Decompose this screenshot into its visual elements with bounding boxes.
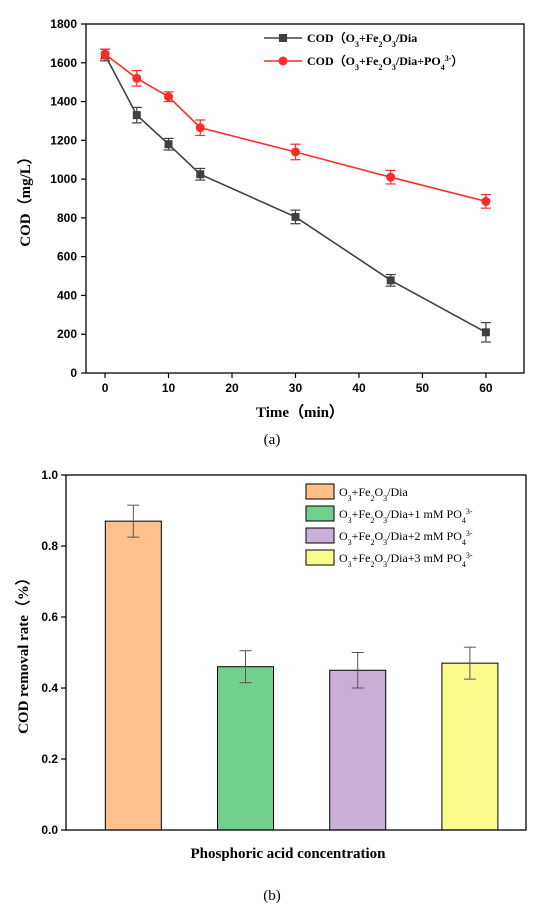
chart-a-caption: (a)	[264, 432, 281, 448]
chart-a-ytick-label: 800	[57, 211, 77, 225]
chart-a-ytick-label: 200	[57, 327, 77, 341]
chart-a-ytick-label: 1200	[50, 133, 77, 147]
chart-a-point	[132, 111, 141, 120]
chart-b-errorbar	[127, 504, 140, 538]
chart-a-point	[481, 196, 491, 206]
chart-a-point	[100, 49, 110, 59]
chart-a-plot-frame	[85, 23, 525, 374]
chart-a-legend-marker	[278, 56, 288, 66]
chart-b-ytick-label: 1.0	[41, 468, 58, 482]
chart-a-legend-label: COD（O3+Fe2O3/Dia	[307, 30, 417, 49]
chart-a-series-line-0	[104, 54, 487, 334]
chart-a-xtick-label: 10	[162, 381, 176, 395]
chart-b-legend-swatch	[305, 527, 335, 544]
chart-a-series-line-1	[104, 53, 487, 203]
chart-b-legend-swatch	[305, 483, 335, 500]
chart-b-legend-label: O3+Fe2O3/Dia+3 mM PO43-	[339, 551, 473, 569]
chart-a-ylabel: COD（mg/L）	[16, 149, 34, 247]
chart-b-ticks: 0.0 0.2 0.4 0.6 0.8 1.0	[41, 468, 66, 837]
chart-b-ytick-label: 0.8	[41, 539, 58, 553]
chart-b-legend-label: O3+Fe2O3/Dia+1 mM PO43-	[339, 507, 473, 525]
chart-b-legend-swatch	[305, 505, 335, 522]
chart-b-errorbar	[239, 650, 252, 684]
chart-a-ytick-label: 0	[70, 366, 77, 380]
chart-b-ytick-label: 0.4	[41, 681, 58, 695]
chart-b: 0.00.20.40.60.81.0 O3+Fe2O3/DiaO3+Fe2O3/…	[14, 468, 527, 904]
chart-b-legend-label: O3+Fe2O3/Dia+2 mM PO43-	[339, 529, 473, 547]
chart-b-bar	[104, 520, 162, 831]
chart-b-xlabel: Phosphoric acid concentration	[191, 846, 387, 862]
chart-a-point	[164, 92, 174, 102]
chart-a-ticks: 0 200 400 600 800 1000 1200 1400 1600 1800 0 10 20 30…	[50, 17, 493, 395]
chart-a-ytick-label: 600	[57, 250, 77, 264]
chart-b-ylabel: COD removal rate（%）	[14, 570, 32, 734]
chart-a-series	[100, 48, 491, 343]
chart-a-xtick-label: 50	[416, 381, 430, 395]
chart-b-plot-frame	[65, 474, 527, 831]
chart-b-legend: O3+Fe2O3/Dia O3+Fe2O3/Dia+1 mM PO43- O3+Fe…	[305, 483, 473, 569]
chart-b-bar	[217, 666, 275, 831]
chart-b-ytick-label: 0.0	[41, 823, 58, 837]
chart-b-legend-label: O3+Fe2O3/Dia	[339, 485, 408, 503]
chart-a-legend: COD（O3+Fe2O3/Dia COD（O3+Fe2O3/Dia+PO43-）	[264, 30, 463, 72]
chart-a-point	[386, 172, 396, 182]
chart-a-xtick-label: 20	[225, 381, 239, 395]
chart-b-bar	[329, 669, 387, 831]
chart-a-xtick-label: 60	[479, 381, 493, 395]
chart-a-ytick-label: 1800	[50, 17, 77, 31]
chart-b-bar	[441, 662, 499, 831]
chart-a-ytick-label: 1400	[50, 95, 77, 109]
chart-b-errorbar	[351, 652, 364, 689]
chart-a-ytick-label: 400	[57, 288, 77, 302]
chart-a-point	[481, 328, 490, 337]
chart-a-point	[132, 73, 142, 83]
chart-a-xtick-label: 30	[289, 381, 303, 395]
chart-a-legend-label: COD（O3+Fe2O3/Dia+PO43-）	[307, 53, 463, 72]
chart-a-point	[196, 170, 205, 179]
chart-b-ytick-label: 0.2	[41, 752, 58, 766]
chart-b-ytick-label: 0.6	[41, 610, 58, 624]
chart-b-legend-swatch	[305, 549, 335, 566]
chart-a-point	[386, 276, 395, 285]
chart-b-errorbar	[463, 646, 476, 680]
chart-a-point	[291, 212, 300, 221]
chart-b-caption: (b)	[263, 888, 281, 904]
chart-a-xlabel: Time（min）	[256, 403, 344, 421]
chart-a-xtick-label: 40	[352, 381, 366, 395]
chart-a-ytick-label: 1000	[50, 172, 77, 186]
chart-a-point	[195, 123, 205, 133]
chart-a-legend-marker	[279, 34, 287, 42]
chart-a-xtick-label: 0	[102, 381, 109, 395]
chart-a-point	[290, 147, 300, 157]
chart-a-ytick-label: 1600	[50, 56, 77, 70]
chart-a-point	[164, 140, 173, 149]
chart-a: 0 200 400 600 800 1000 1200 1400 1600 1800 0 10 20 30…	[16, 17, 525, 448]
